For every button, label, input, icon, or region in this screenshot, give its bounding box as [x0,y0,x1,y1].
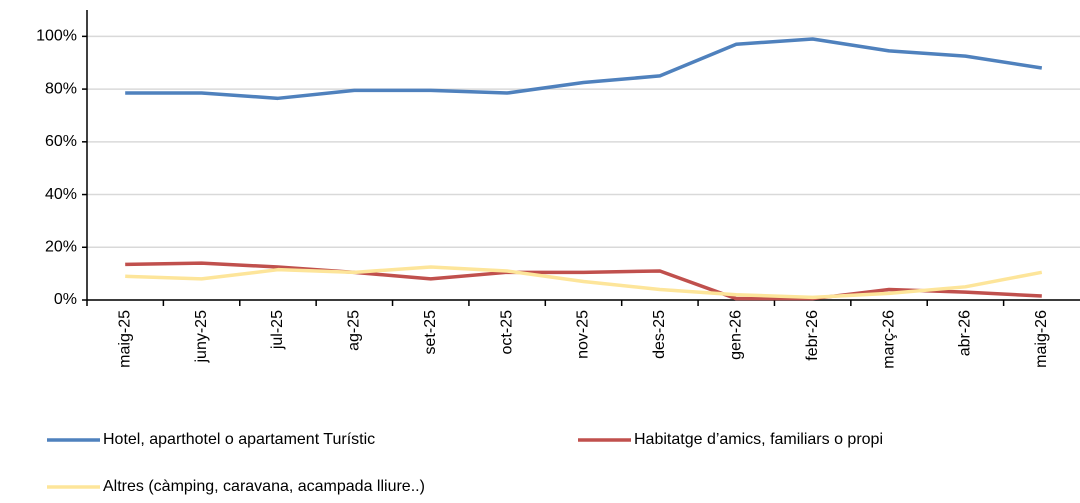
legend-label: Altres (càmping, caravana, acampada lliu… [103,478,425,495]
x-tick-label: maig-25 [116,310,133,368]
x-tick-label: oct-25 [498,310,515,355]
y-tick-label: 20% [45,238,77,255]
x-tick-label: des-25 [651,310,668,359]
x-tick-label: maig-26 [1033,310,1050,368]
x-tick-label: gen-26 [727,310,744,360]
y-tick-label: 100% [36,28,77,45]
y-tick-label: 40% [45,186,77,203]
x-tick-label: juny-25 [193,310,210,364]
x-tick-label: set-25 [422,310,439,355]
x-tick-label: jul-25 [269,310,286,350]
series-line [125,261,1042,301]
y-tick-label: 80% [45,80,77,97]
series-line [125,265,1043,300]
x-tick-label: ag-25 [346,310,363,351]
x-tick-label: març-26 [880,310,897,369]
legend-label: Hotel, aparthotel o apartament Turístic [103,431,375,448]
x-tick-label: nov-25 [575,310,592,359]
y-tick-label: 60% [45,133,77,150]
legend-label: Habitatge d’amics, familiars o propi [634,431,883,448]
y-tick-label: 0% [54,291,77,308]
x-tick-label: febr-26 [804,310,821,361]
series-line [125,37,1043,101]
x-tick-label: abr-26 [957,310,974,356]
